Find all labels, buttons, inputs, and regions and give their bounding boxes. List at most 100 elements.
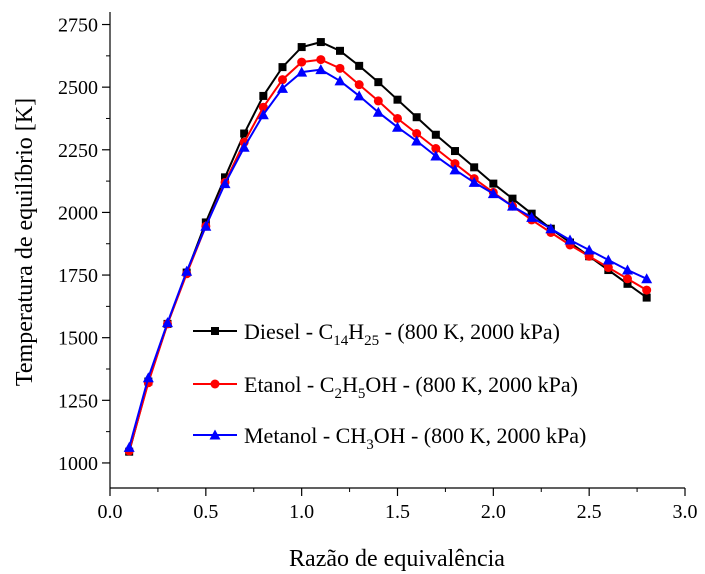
data-point-metanol [257, 109, 269, 120]
data-point-metanol [526, 211, 538, 222]
legend-text: Diesel - C [244, 319, 333, 344]
legend-text: OH - (800 K, 2000 kPa) [374, 423, 587, 448]
legend-marker-etanol [210, 379, 220, 389]
data-point-etanol [278, 75, 287, 85]
legend-entry-diesel: Diesel - C14H25 - (800 K, 2000 kPa) [193, 319, 560, 349]
legend-label-metanol: Metanol - CH3OH - (800 K, 2000 kPa) [244, 423, 586, 453]
data-point-etanol [642, 285, 652, 295]
legend-text: OH - (800 K, 2000 kPa) [365, 372, 578, 397]
data-point-metanol [334, 75, 346, 86]
data-point-etanol [450, 159, 460, 169]
legend-subscript: 14 [333, 333, 349, 349]
data-point-diesel [316, 38, 325, 47]
data-point-diesel [623, 279, 632, 288]
data-point-etanol [603, 263, 613, 273]
x-tick-label: 0.0 [98, 501, 123, 523]
data-point-diesel [451, 147, 459, 156]
data-point-metanol [200, 220, 212, 231]
legend-marker-diesel [211, 327, 219, 335]
data-point-diesel [374, 78, 383, 87]
legend-text: - (800 K, 2000 kPa) [379, 319, 560, 344]
legend-subscript: 25 [364, 333, 379, 349]
data-point-metanol [449, 164, 461, 175]
y-tick-label: 2750 [58, 15, 98, 37]
y-tick-label: 2500 [58, 77, 98, 99]
y-tick-label: 1000 [58, 453, 98, 475]
data-point-etanol [354, 80, 364, 90]
x-tick-label: 1.5 [385, 501, 410, 523]
data-point-diesel [508, 194, 517, 203]
data-point-metanol [353, 90, 365, 101]
data-point-metanol [296, 66, 308, 77]
data-point-metanol [411, 135, 423, 146]
data-point-metanol [123, 441, 135, 452]
legend-text: Metanol - CH [244, 423, 366, 448]
legend-entry-metanol: Metanol - CH3OH - (800 K, 2000 kPa) [193, 423, 586, 453]
data-point-etanol [412, 129, 422, 139]
legend-subscript: 5 [358, 386, 366, 402]
data-point-metanol [219, 178, 231, 189]
data-point-diesel [297, 43, 306, 52]
y-tick-label: 2000 [58, 202, 98, 224]
data-point-etanol [316, 55, 326, 65]
legend-entry-etanol: Etanol - C2H5OH - (800 K, 2000 kPa) [193, 372, 578, 402]
data-point-metanol [622, 264, 633, 275]
data-point-metanol [545, 223, 557, 234]
y-tick-label: 2250 [58, 140, 98, 162]
data-point-metanol [181, 265, 193, 276]
data-point-metanol [507, 200, 518, 211]
data-point-diesel [240, 129, 249, 138]
data-point-diesel [355, 61, 364, 70]
data-point-etanol [335, 63, 345, 73]
data-point-etanol [373, 96, 383, 106]
legend-label-etanol: Etanol - C2H5OH - (800 K, 2000 kPa) [244, 372, 578, 402]
data-point-etanol [297, 57, 307, 67]
y-axis-label: Temperatura de equilíbrio [K] [12, 98, 38, 386]
data-point-metanol [238, 141, 250, 152]
data-point-etanol [393, 113, 402, 123]
x-tick-label: 3.0 [673, 501, 698, 523]
legend-text: H [348, 319, 364, 344]
data-point-metanol [315, 64, 327, 75]
data-point-diesel [259, 91, 268, 100]
data-point-diesel [431, 130, 440, 139]
legend-subscript: 2 [334, 386, 342, 402]
x-tick-label: 1.0 [289, 501, 314, 523]
data-point-etanol [431, 144, 441, 154]
data-point-metanol [468, 176, 480, 187]
series-layer [123, 38, 653, 456]
x-axis-label: Razão de equivalência [289, 546, 505, 572]
series-line-metanol [128, 68, 648, 448]
data-point-diesel [412, 113, 421, 122]
legend-text: Etanol - C [244, 372, 334, 397]
data-point-diesel [221, 173, 229, 182]
data-point-diesel [642, 293, 651, 302]
data-point-etanol [258, 102, 268, 112]
data-point-diesel [470, 163, 479, 172]
data-point-diesel [393, 95, 402, 104]
y-tick-label: 1750 [58, 265, 98, 287]
data-point-diesel [336, 46, 344, 55]
data-point-metanol [602, 254, 614, 265]
series-metanol [123, 64, 653, 452]
legend-subscript: 3 [366, 437, 374, 453]
data-point-metanol [583, 244, 595, 255]
legend-text: H [342, 372, 358, 397]
x-tick-label: 2.0 [481, 501, 506, 523]
data-point-metanol [392, 121, 403, 132]
data-point-metanol [142, 372, 154, 383]
series-line-diesel [128, 41, 648, 452]
legend-label-diesel: Diesel - C14H25 - (800 K, 2000 kPa) [244, 319, 560, 349]
plot-axes: 0.0 0.5 1.0 1.5 2.0 2.5 3.0 1000 1250 1500 1750 200… [58, 12, 698, 523]
x-tick-label: 2.5 [577, 501, 602, 523]
data-point-diesel [489, 179, 498, 188]
y-tick-label: 1250 [58, 390, 98, 412]
data-point-metanol [162, 317, 173, 328]
legend-marker-metanol [209, 429, 221, 440]
data-point-metanol [641, 273, 653, 284]
data-point-metanol [487, 188, 499, 199]
data-point-metanol [430, 150, 442, 161]
legend: Diesel - C14H25 - (800 K, 2000 kPa)Etano… [193, 319, 586, 453]
x-tick-label: 0.5 [193, 501, 218, 523]
